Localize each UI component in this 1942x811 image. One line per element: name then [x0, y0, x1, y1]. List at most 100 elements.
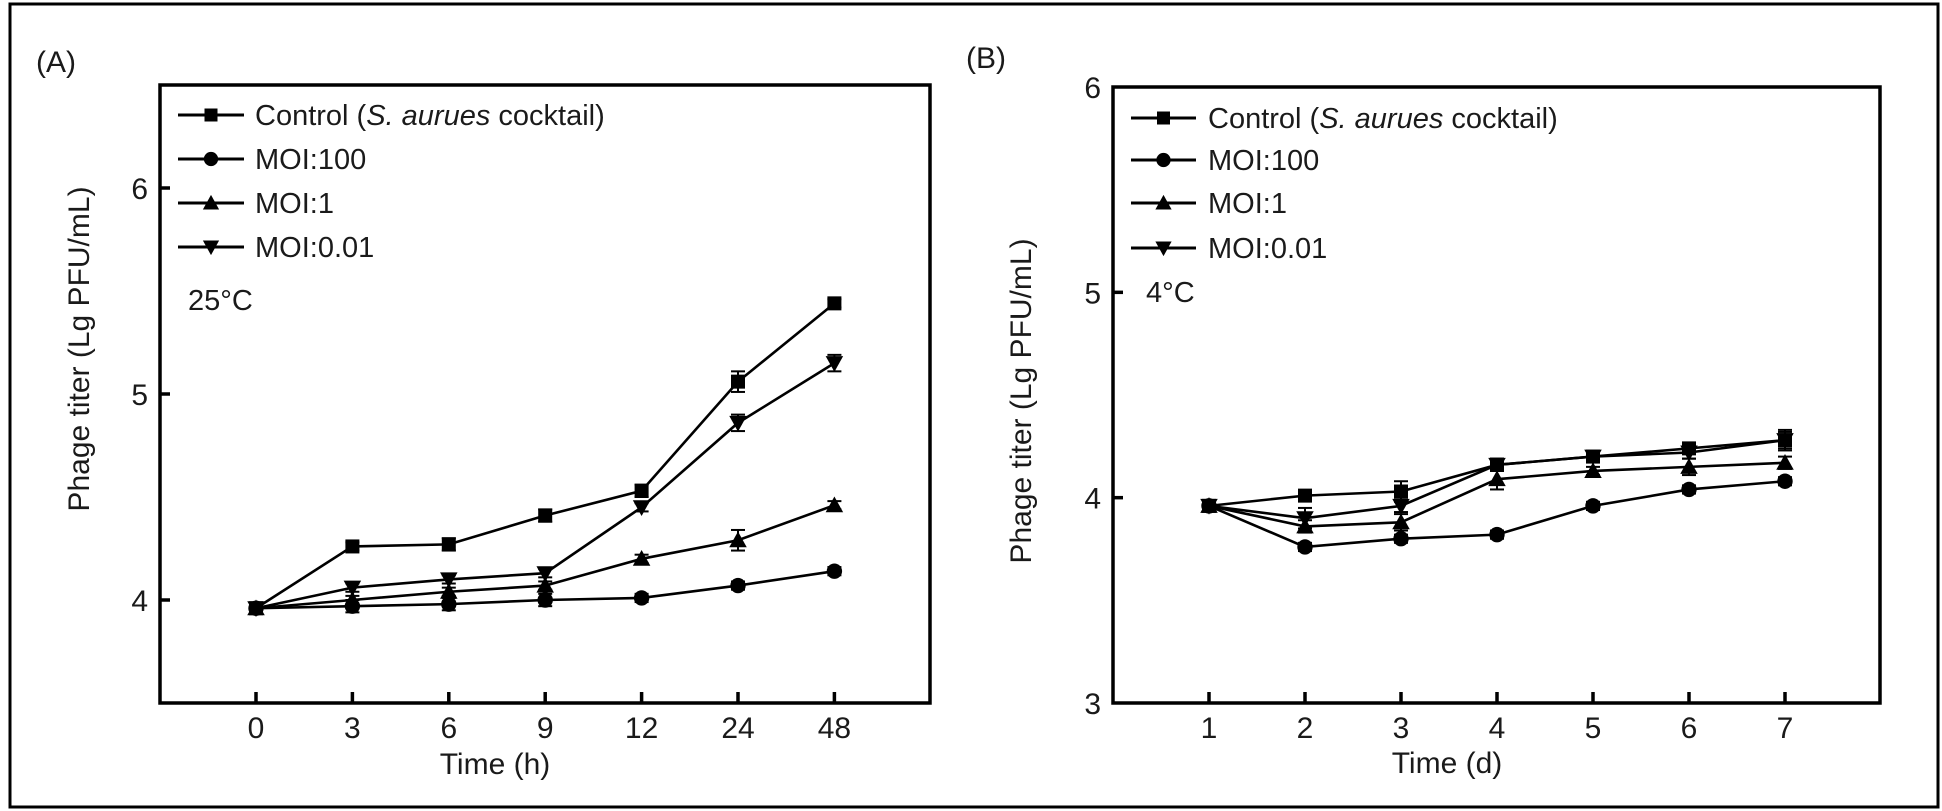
legend-entry: MOI:1	[178, 188, 334, 220]
series-moi-1	[247, 496, 844, 616]
panel-a-ticks: 4 5 6 0 3 6 9 12 24 48	[131, 173, 851, 745]
legend-label: MOI:0.01	[1208, 233, 1327, 265]
legend-label: MOI:100	[1208, 145, 1319, 177]
legend-entry: MOI:0.01	[1131, 233, 1327, 265]
data-point	[536, 576, 554, 593]
data-point	[827, 296, 842, 311]
y-tick-label: 5	[1084, 277, 1101, 310]
legend-label: Control (S. aurues cocktail)	[255, 100, 605, 132]
y-tick-label: 5	[131, 379, 148, 412]
legend-marker-square-icon	[204, 108, 218, 122]
data-point	[538, 508, 553, 523]
data-point	[1393, 531, 1409, 547]
legend-label: MOI:0.01	[255, 232, 374, 264]
series-moi-0-01	[247, 353, 844, 617]
panel-b-axes-frame	[1111, 85, 1882, 705]
data-point	[1489, 526, 1505, 543]
outer-border	[8, 2, 1940, 809]
legend-label-part: Control (	[1208, 103, 1320, 135]
panel-b-y-axis-title: Phage titer (Lg PFU/mL)	[1005, 238, 1038, 563]
series-moi-0-01	[1200, 430, 1794, 530]
data-point	[537, 592, 553, 608]
panel-a-y-axis-title: Phage titer (Lg PFU/mL)	[63, 186, 96, 511]
panel-a-plot-area	[247, 296, 844, 617]
legend-label: MOI:1	[255, 188, 334, 220]
data-point	[632, 500, 651, 517]
x-tick-label: 3	[344, 712, 361, 745]
data-point	[441, 537, 456, 552]
data-point	[1680, 458, 1698, 474]
data-point	[247, 601, 265, 617]
series-moi-100	[1201, 473, 1793, 555]
data-point	[536, 566, 554, 582]
legend-entry: MOI:100	[1131, 145, 1319, 177]
data-point	[825, 496, 844, 513]
y-tick-label: 6	[1084, 72, 1101, 105]
panel-b-legend: Control (S. aurues cocktail) MOI:100 MOI:1…	[1131, 103, 1558, 265]
data-point	[1392, 498, 1410, 515]
data-point	[1297, 539, 1313, 555]
data-point	[633, 590, 650, 606]
data-point	[729, 415, 747, 432]
x-tick-label: 6	[1681, 712, 1698, 745]
panel-a-legend: Control (S. aurues cocktail) MOI:100 MOI:1…	[178, 100, 605, 264]
x-tick-label: 5	[1585, 712, 1602, 745]
data-point	[1776, 454, 1794, 470]
data-point	[1392, 513, 1410, 530]
panel-b-temperature-annotation: 4°C	[1146, 277, 1195, 309]
y-tick-label: 6	[131, 173, 148, 206]
data-point	[1585, 498, 1601, 514]
panel-a: (A) Phage titer (Lg PFU/mL) Time (h) 25°…	[36, 46, 932, 781]
data-point	[729, 531, 747, 548]
data-point	[343, 580, 362, 597]
data-point	[632, 550, 651, 566]
y-tick-label: 4	[1084, 483, 1101, 516]
panel-b: (B) Phage titer (Lg PFU/mL) Time (d) 4°C…	[966, 42, 1882, 780]
data-point	[1200, 498, 1218, 515]
data-point	[731, 374, 745, 389]
panel-a-axes-frame	[158, 83, 932, 705]
legend-label: Control (S. aurues cocktail)	[1208, 103, 1558, 135]
data-point	[345, 539, 360, 554]
x-tick-label: 48	[818, 712, 851, 745]
legend-label-italic: S. aurues	[366, 100, 490, 132]
x-tick-label: 9	[537, 712, 554, 745]
x-tick-label: 24	[721, 712, 754, 745]
x-tick-label: 12	[625, 712, 658, 745]
data-point	[343, 591, 362, 607]
data-point	[1681, 481, 1697, 498]
data-point	[1394, 484, 1408, 499]
data-point	[1777, 473, 1793, 489]
legend-entry: MOI:100	[178, 144, 366, 176]
legend-label: MOI:1	[1208, 188, 1287, 220]
data-point	[1584, 449, 1602, 466]
legend-label-italic: S. aurues	[1319, 103, 1443, 135]
legend-marker-square-icon	[1157, 111, 1170, 125]
legend-marker-triangle-up-icon	[202, 194, 220, 210]
panel-a-x-axis-title: Time (h)	[440, 748, 551, 781]
y-tick-label: 3	[1084, 688, 1101, 721]
x-tick-label: 1	[1201, 712, 1218, 745]
legend-entry: Control (S. aurues cocktail)	[1131, 103, 1558, 135]
x-tick-label: 6	[440, 712, 457, 745]
data-point	[1776, 433, 1794, 449]
data-point	[1488, 457, 1506, 474]
y-tick-label: 4	[131, 585, 148, 618]
legend-marker-triangle-down-icon	[202, 240, 220, 256]
legend-marker-circle-icon	[1156, 152, 1171, 168]
legend-label: MOI:100	[255, 144, 366, 176]
x-tick-label: 4	[1489, 712, 1506, 745]
data-point	[826, 563, 843, 579]
legend-marker-circle-icon	[203, 151, 219, 167]
panel-a-label: (A)	[36, 46, 76, 79]
x-tick-label: 3	[1393, 712, 1410, 745]
panel-a-temperature-annotation: 25°C	[188, 285, 253, 317]
data-point	[1298, 488, 1312, 503]
data-point	[1488, 470, 1506, 487]
legend-marker-triangle-down-icon	[1155, 241, 1172, 257]
legend-marker-triangle-up-icon	[1155, 194, 1172, 210]
x-tick-label: 7	[1777, 712, 1794, 745]
legend-label-part: cocktail)	[1443, 103, 1557, 135]
panel-b-x-axis-title: Time (d)	[1392, 747, 1503, 780]
